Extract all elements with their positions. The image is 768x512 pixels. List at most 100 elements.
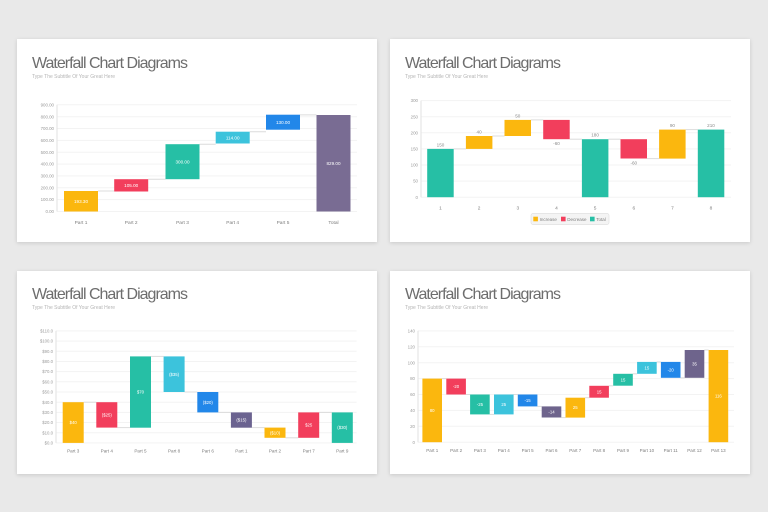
svg-text:300.00: 300.00 (41, 174, 55, 179)
svg-text:Part 6: Part 6 (545, 448, 558, 453)
svg-text:700.00: 700.00 (41, 126, 55, 131)
svg-text:300: 300 (411, 98, 419, 103)
svg-text:60: 60 (410, 392, 415, 397)
svg-text:35: 35 (692, 361, 697, 366)
svg-text:Part 7: Part 7 (569, 448, 582, 453)
svg-text:6: 6 (632, 206, 635, 212)
svg-text:$30.0: $30.0 (42, 410, 53, 415)
svg-text:0: 0 (416, 195, 419, 200)
svg-text:Decrease: Decrease (567, 217, 587, 222)
svg-text:Part 6: Part 6 (202, 448, 215, 453)
svg-text:829.00: 829.00 (326, 161, 340, 166)
svg-text:$40: $40 (70, 420, 78, 425)
svg-text:Part 4: Part 4 (498, 448, 511, 453)
svg-text:3: 3 (516, 206, 519, 212)
svg-text:($30): ($30) (337, 425, 348, 430)
svg-text:40: 40 (410, 408, 415, 413)
svg-text:$90.0: $90.0 (42, 348, 53, 353)
svg-text:Part 5: Part 5 (277, 220, 290, 226)
svg-text:Part 4: Part 4 (101, 448, 114, 453)
svg-text:($20): ($20) (203, 399, 214, 404)
svg-text:600.00: 600.00 (41, 138, 55, 143)
svg-text:114.00: 114.00 (226, 135, 240, 140)
svg-text:-15: -15 (524, 398, 531, 403)
svg-text:40: 40 (477, 129, 483, 134)
svg-text:150: 150 (437, 142, 445, 147)
svg-text:80: 80 (430, 408, 435, 413)
svg-text:120: 120 (408, 344, 416, 349)
svg-text:Total: Total (328, 220, 338, 226)
svg-text:Part 2: Part 2 (125, 220, 138, 226)
svg-text:100: 100 (408, 360, 416, 365)
svg-text:25: 25 (501, 402, 506, 407)
svg-text:Increase: Increase (540, 217, 558, 222)
svg-text:Part 9: Part 9 (336, 448, 349, 453)
svg-text:$70: $70 (137, 389, 145, 394)
svg-text:15: 15 (597, 389, 602, 394)
svg-text:193.30: 193.30 (74, 199, 88, 204)
svg-text:1: 1 (439, 206, 442, 212)
svg-text:100.00: 100.00 (41, 197, 55, 202)
svg-text:$0.0: $0.0 (45, 440, 54, 445)
svg-text:Part 13: Part 13 (711, 448, 726, 453)
svg-text:300.00: 300.00 (175, 159, 189, 164)
svg-text:Part 2: Part 2 (450, 448, 463, 453)
svg-text:Part 7: Part 7 (303, 448, 316, 453)
svg-text:100: 100 (411, 163, 419, 168)
svg-text:2: 2 (478, 206, 481, 212)
svg-text:-14: -14 (548, 409, 555, 414)
svg-text:($15): ($15) (236, 417, 247, 422)
svg-text:4: 4 (555, 206, 558, 212)
svg-text:15: 15 (621, 377, 626, 382)
svg-text:$10.0: $10.0 (42, 430, 53, 435)
svg-text:Part 12: Part 12 (687, 448, 702, 453)
svg-text:Part 3: Part 3 (474, 448, 487, 453)
svg-text:-25: -25 (477, 402, 484, 407)
svg-text:$20.0: $20.0 (42, 420, 53, 425)
svg-text:Part 1: Part 1 (75, 220, 88, 226)
svg-text:Part 5: Part 5 (522, 448, 535, 453)
svg-text:140: 140 (408, 328, 416, 333)
svg-text:Part 5: Part 5 (134, 448, 147, 453)
svg-text:5: 5 (594, 206, 597, 212)
svg-text:80: 80 (410, 376, 415, 381)
svg-text:150: 150 (411, 147, 419, 152)
svg-text:200.00: 200.00 (41, 185, 55, 190)
svg-text:8: 8 (710, 206, 713, 212)
svg-text:Part 11: Part 11 (664, 448, 679, 453)
svg-text:-20: -20 (453, 384, 460, 389)
svg-text:0.00: 0.00 (45, 209, 54, 214)
svg-text:Part 9: Part 9 (617, 448, 630, 453)
svg-text:Part 1: Part 1 (235, 448, 248, 453)
svg-text:$50.0: $50.0 (42, 389, 53, 394)
svg-text:25: 25 (573, 405, 578, 410)
svg-text:180: 180 (591, 133, 599, 138)
svg-text:$40.0: $40.0 (42, 399, 53, 404)
svg-text:15: 15 (645, 365, 650, 370)
svg-text:$60.0: $60.0 (42, 379, 53, 384)
svg-text:Part 10: Part 10 (640, 448, 655, 453)
svg-text:105.00: 105.00 (124, 183, 138, 188)
svg-text:($10): ($10) (270, 430, 281, 435)
svg-text:Part 3: Part 3 (176, 220, 189, 226)
svg-text:50: 50 (515, 113, 521, 118)
svg-text:Part 4: Part 4 (226, 220, 239, 226)
svg-text:130.00: 130.00 (276, 120, 290, 125)
svg-text:7: 7 (671, 206, 674, 212)
svg-text:$80.0: $80.0 (42, 359, 53, 364)
svg-text:400.00: 400.00 (41, 162, 55, 167)
svg-text:$100.0: $100.0 (40, 338, 54, 343)
svg-text:$70.0: $70.0 (42, 369, 53, 374)
svg-text:$25: $25 (305, 422, 313, 427)
svg-text:Part 3: Part 3 (67, 448, 80, 453)
svg-text:20: 20 (410, 423, 415, 428)
svg-text:Part 1: Part 1 (426, 448, 439, 453)
svg-text:Part 8: Part 8 (168, 448, 181, 453)
svg-text:900.00: 900.00 (41, 102, 55, 107)
svg-text:Total: Total (596, 217, 606, 222)
svg-text:200: 200 (411, 130, 419, 135)
svg-text:90: 90 (670, 123, 676, 128)
svg-text:250: 250 (411, 114, 419, 119)
svg-text:500.00: 500.00 (41, 150, 55, 155)
svg-text:210: 210 (707, 123, 715, 128)
